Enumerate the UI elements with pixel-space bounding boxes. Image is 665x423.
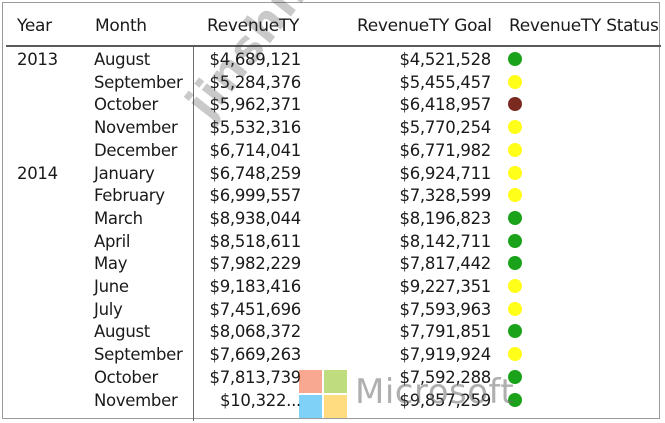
month-cell: March — [94, 208, 143, 228]
revenue-goal-cell: $7,592,288 — [399, 367, 492, 387]
table-row[interactable]: February $6,999,557 $7,328,599 — [3, 185, 661, 207]
table-row[interactable]: 2014 January $6,748,259 $6,924,711 — [3, 163, 661, 185]
revenue-cell: $7,813,739 — [209, 367, 302, 387]
revenue-cell: $6,999,557 — [209, 186, 302, 206]
header-revenue-goal[interactable]: RevenueTY Goal — [357, 16, 492, 36]
revenue-goal-cell: $8,196,823 — [399, 208, 492, 228]
microsoft-logo-text: Microsoft — [355, 372, 515, 412]
revenue-goal-cell: $7,328,599 — [399, 186, 492, 206]
header-revenue[interactable]: RevenueTY — [207, 16, 300, 36]
status-indicator-icon — [508, 165, 522, 180]
status-indicator-icon — [508, 369, 522, 384]
revenue-goal-cell: $8,142,711 — [399, 231, 492, 251]
table-row[interactable]: March $8,938,044 $8,196,823 — [3, 208, 661, 230]
revenue-goal-cell: $6,924,711 — [399, 163, 492, 183]
table-row[interactable]: 2013 August $4,689,121 $4,521,528 — [3, 49, 661, 71]
revenue-goal-cell: $9,227,351 — [399, 277, 492, 296]
header-divider — [6, 45, 661, 47]
status-indicator-icon — [508, 120, 522, 135]
revenue-goal-cell: $7,593,963 — [399, 299, 492, 319]
revenue-goal-cell: $6,418,957 — [399, 95, 492, 115]
table-row[interactable]: September $5,284,376 $5,455,457 — [3, 72, 661, 94]
table-row[interactable]: November $5,532,316 $5,770,254 — [3, 117, 661, 139]
revenue-cell: $7,982,229 — [209, 254, 302, 274]
month-cell: November — [94, 118, 178, 138]
table-row[interactable]: October $5,962,371 $6,418,957 — [3, 94, 661, 116]
table-row[interactable]: August $8,068,372 $7,791,851 — [3, 321, 661, 343]
status-indicator-icon — [508, 256, 522, 271]
revenue-cell: $6,714,041 — [209, 140, 302, 160]
table-row[interactable]: May $7,982,229 $7,817,442 — [3, 253, 661, 275]
header-year[interactable]: Year — [17, 16, 52, 36]
header-revenue-status[interactable]: RevenueTY Status — [509, 16, 659, 36]
revenue-goal-cell: $4,521,528 — [399, 50, 492, 69]
month-cell: November — [94, 390, 178, 410]
revenue-cell: $5,962,371 — [209, 95, 302, 115]
status-indicator-icon — [508, 301, 522, 316]
table-row[interactable]: July $7,451,696 $7,593,963 — [3, 299, 661, 321]
month-cell: October — [94, 367, 158, 387]
table-row[interactable]: September $7,669,263 $7,919,924 — [3, 344, 661, 366]
revenue-cell: $10,322... — [220, 390, 301, 410]
month-cell: December — [94, 140, 178, 160]
month-cell: August — [94, 322, 150, 342]
month-cell: May — [94, 254, 128, 274]
month-cell: June — [94, 277, 129, 296]
status-indicator-icon — [508, 210, 522, 225]
status-indicator-icon — [508, 52, 522, 66]
status-indicator-icon — [508, 188, 522, 203]
row-header-divider — [193, 47, 194, 421]
month-cell: January — [94, 163, 155, 183]
revenue-goal-cell: $5,455,457 — [399, 72, 492, 92]
month-cell: September — [94, 345, 183, 365]
table-row[interactable]: June $9,183,416 $9,227,351 — [3, 276, 661, 298]
month-cell: February — [94, 186, 165, 206]
status-indicator-icon — [508, 142, 522, 157]
revenue-cell: $5,532,316 — [209, 118, 302, 138]
status-indicator-icon — [508, 74, 522, 89]
table-row[interactable]: December $6,714,041 $6,771,982 — [3, 140, 661, 162]
revenue-cell: $8,068,372 — [209, 322, 302, 342]
header-month[interactable]: Month — [95, 16, 147, 36]
revenue-goal-cell: $5,770,254 — [399, 118, 492, 138]
status-indicator-icon — [508, 233, 522, 248]
month-cell: April — [94, 231, 131, 251]
month-cell: September — [94, 72, 183, 92]
status-indicator-icon — [508, 347, 522, 362]
revenue-cell: $7,669,263 — [209, 345, 302, 365]
revenue-goal-cell: $7,817,442 — [399, 254, 492, 274]
status-indicator-icon — [508, 324, 522, 339]
revenue-goal-cell: $9,857,259 — [399, 390, 492, 410]
revenue-cell: $8,938,044 — [209, 208, 302, 228]
table-row[interactable]: November $10,322... $9,857,259 — [3, 390, 661, 412]
revenue-goal-cell: $7,791,851 — [399, 322, 492, 342]
month-cell: October — [94, 95, 158, 115]
revenue-goal-cell: $6,771,982 — [399, 140, 492, 160]
year-cell: 2014 — [17, 163, 58, 183]
revenue-cell: $4,689,121 — [209, 50, 302, 69]
status-indicator-icon — [508, 392, 522, 407]
revenue-cell: $6,748,259 — [209, 163, 302, 183]
revenue-cell: $9,183,416 — [209, 277, 302, 296]
month-cell: August — [94, 50, 150, 69]
revenue-goal-cell: $7,919,924 — [399, 345, 492, 365]
table-row[interactable]: April $8,518,611 $8,142,711 — [3, 231, 661, 253]
status-indicator-icon — [508, 97, 522, 112]
revenue-cell: $8,518,611 — [209, 231, 302, 251]
year-cell: 2013 — [17, 50, 58, 69]
month-cell: July — [94, 299, 123, 319]
revenue-cell: $5,284,376 — [209, 72, 302, 92]
revenue-cell: $7,451,696 — [209, 299, 302, 319]
status-indicator-icon — [508, 279, 522, 293]
microsoft-logo-icon — [299, 370, 347, 418]
table-row[interactable]: October $7,813,739 $7,592,288 — [3, 367, 661, 389]
